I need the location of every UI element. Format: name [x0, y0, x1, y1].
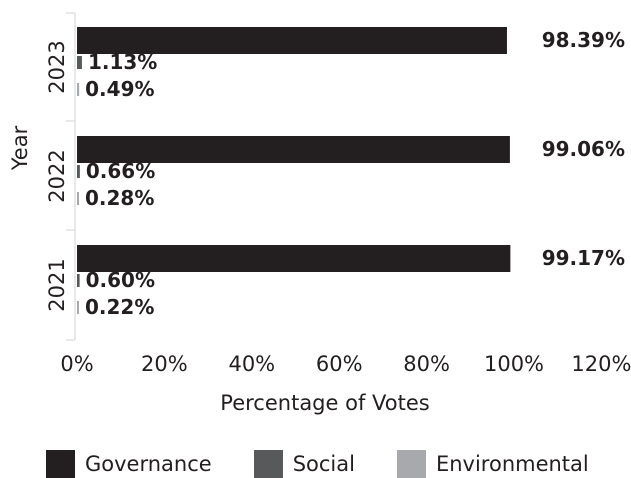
bar-governance — [77, 245, 511, 272]
data-label-social: 0.60% — [86, 268, 155, 292]
legend-item-social: Social — [253, 450, 355, 478]
x-tick-label: 120% — [571, 352, 631, 376]
x-tick-label: 0% — [60, 352, 93, 376]
x-axis-title: Percentage of Votes — [220, 391, 429, 415]
data-label-environmental: 0.28% — [85, 186, 154, 210]
legend-item-environmental: Environmental — [396, 450, 589, 478]
bar-environmental — [77, 192, 79, 205]
bar-environmental — [77, 301, 79, 314]
bar-social — [77, 56, 82, 69]
legend: Governance Social Environmental — [46, 450, 589, 478]
data-label-governance: 99.06% — [542, 137, 625, 161]
bar-social — [77, 165, 80, 178]
bar-governance — [77, 27, 507, 54]
y-tick-label: 2023 — [45, 40, 69, 93]
legend-item-governance: Governance — [46, 450, 212, 478]
chart-area: 2023 2022 2021 98.39% 99.06% 99.17% 1.13% 0.66… — [8, 12, 631, 415]
legend-swatch-governance — [46, 450, 75, 478]
x-tick-label: 40% — [228, 352, 275, 376]
y-axis-title: Year — [8, 125, 32, 171]
data-label-environmental: 0.22% — [85, 295, 154, 319]
data-label-environmental: 0.49% — [85, 77, 154, 101]
data-label-social: 1.13% — [88, 50, 157, 74]
legend-label-social: Social — [292, 452, 355, 476]
legend-label-environmental: Environmental — [435, 452, 589, 476]
data-label-governance: 99.17% — [542, 246, 625, 270]
data-label-social: 0.66% — [86, 159, 155, 183]
y-tick-label: 2021 — [45, 258, 69, 311]
x-axis-ticks: 0% 20% 40% 60% 80% 100% 120% — [60, 352, 631, 376]
x-tick-label: 80% — [403, 352, 450, 376]
bars — [77, 27, 511, 314]
y-axis: 2023 2022 2021 — [45, 12, 76, 341]
bar-social — [77, 274, 80, 287]
bar-environmental — [77, 83, 80, 96]
legend-swatch-environmental — [396, 450, 426, 478]
y-tick-label: 2022 — [45, 149, 69, 202]
x-tick-label: 60% — [316, 352, 363, 376]
data-label-governance: 98.39% — [542, 28, 625, 52]
x-tick-label: 100% — [484, 352, 544, 376]
bar-governance — [77, 136, 510, 163]
x-tick-label: 20% — [141, 352, 188, 376]
legend-swatch-social — [253, 450, 283, 478]
data-labels: 98.39% 99.06% 99.17% 1.13% 0.66% 0.60% 0.49% 0.… — [85, 28, 625, 319]
legend-label-governance: Governance — [85, 452, 212, 476]
